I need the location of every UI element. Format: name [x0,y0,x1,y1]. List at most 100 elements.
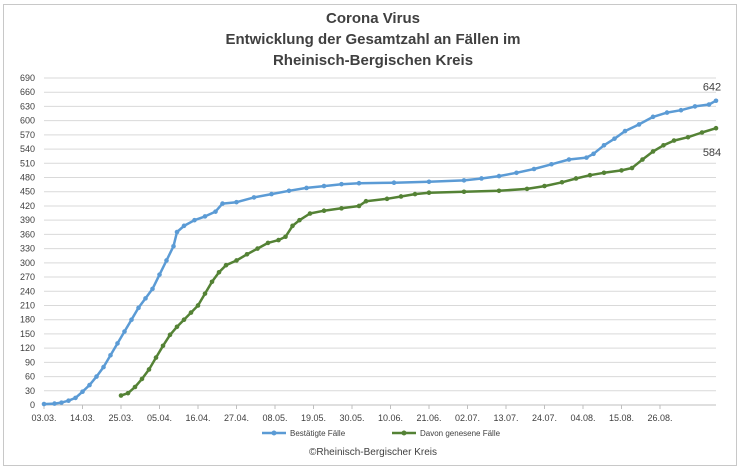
y-tick-label: 570 [20,130,35,140]
data-point [181,317,187,322]
data-point [591,151,596,157]
data-point [255,246,260,251]
data-point [479,176,484,181]
data-point [412,191,418,197]
data-point [265,240,271,246]
data-point [321,183,327,189]
data-point [339,181,344,187]
x-tick-label: 21.06. [416,413,441,423]
data-point [566,157,572,162]
copyright-credit: ©Rheinisch-Bergischer Kreis [309,447,437,458]
data-point [164,258,169,263]
data-point [220,201,225,206]
data-point [174,229,180,235]
y-tick-label: 180 [20,315,35,325]
data-point [619,168,624,173]
data-point [391,180,397,186]
data-point [612,136,617,141]
y-tick-label: 30 [25,386,35,396]
y-tick-label: 510 [20,158,35,168]
data-point [139,376,145,382]
data-point [59,400,64,405]
data-point [52,401,57,406]
chart-title: Corona Virus Entwicklung der Gesamtzahl … [0,8,746,71]
data-point [636,122,642,127]
x-tick-label: 26.08. [647,413,672,423]
x-tick-label: 13.07. [493,413,518,423]
y-tick-label: 600 [20,116,35,126]
y-tick-label: 360 [20,229,35,239]
data-point [209,279,215,285]
data-point [661,142,666,148]
data-point [115,341,120,346]
data-point [283,234,288,240]
data-point [41,401,47,407]
data-point [461,178,467,183]
y-tick-label: 480 [20,173,35,183]
data-point [640,157,645,162]
y-tick-label: 630 [20,101,35,111]
data-point [584,155,589,160]
data-point [699,130,705,135]
data-point [426,179,432,185]
legend-marker [271,430,277,436]
y-tick-label: 90 [25,357,35,367]
x-tick-label: 27.04. [224,413,249,423]
chart-frame [3,4,737,466]
data-point [297,217,302,223]
data-point [671,138,677,143]
data-point [514,170,519,176]
data-point [94,374,99,379]
y-tick-label: 240 [20,286,35,296]
data-point [398,194,404,199]
data-point [426,190,432,195]
data-point [356,180,362,186]
data-point [167,332,173,338]
data-point [174,324,180,330]
x-tick-label: 25.03. [108,413,133,423]
x-tick-label: 16.04. [185,413,210,423]
y-tick-label: 150 [20,329,35,339]
data-point [129,317,134,322]
data-point [276,237,281,243]
data-point [290,223,295,229]
data-point [181,223,187,229]
x-tick-label: 10.06. [378,413,403,423]
data-point [706,102,712,107]
series-end-label: 584 [703,147,721,159]
data-point [384,196,390,202]
data-point [622,128,628,134]
x-tick-label: 14.03. [70,413,95,423]
data-point [132,384,138,390]
y-tick-label: 300 [20,258,35,268]
data-point [304,185,309,191]
data-point [629,165,635,171]
series-end-label: 642 [703,82,721,94]
y-tick-label: 330 [20,244,35,254]
data-point [80,389,85,395]
y-tick-label: 540 [20,144,35,154]
y-tick-label: 120 [20,343,35,353]
y-tick-label: 270 [20,272,35,282]
data-point [650,149,656,154]
data-point [356,203,362,209]
data-point [146,367,152,372]
data-point [339,206,344,211]
data-point [118,393,124,398]
data-point [153,355,159,360]
data-point [692,104,698,109]
x-tick-label: 04.08. [570,413,595,423]
data-point [150,286,155,292]
y-tick-label: 690 [20,73,35,83]
data-point [143,296,148,301]
data-point [66,398,71,404]
y-tick-label: 60 [25,372,35,382]
legend-label: Davon genesene Fälle [420,429,501,438]
y-tick-label: 390 [20,215,35,225]
data-point [496,188,502,194]
data-point [269,191,274,197]
x-tick-label: 08.05. [262,413,287,423]
data-point [188,310,194,315]
x-tick-label: 15.08. [609,413,634,423]
y-tick-label: 0 [30,400,35,410]
